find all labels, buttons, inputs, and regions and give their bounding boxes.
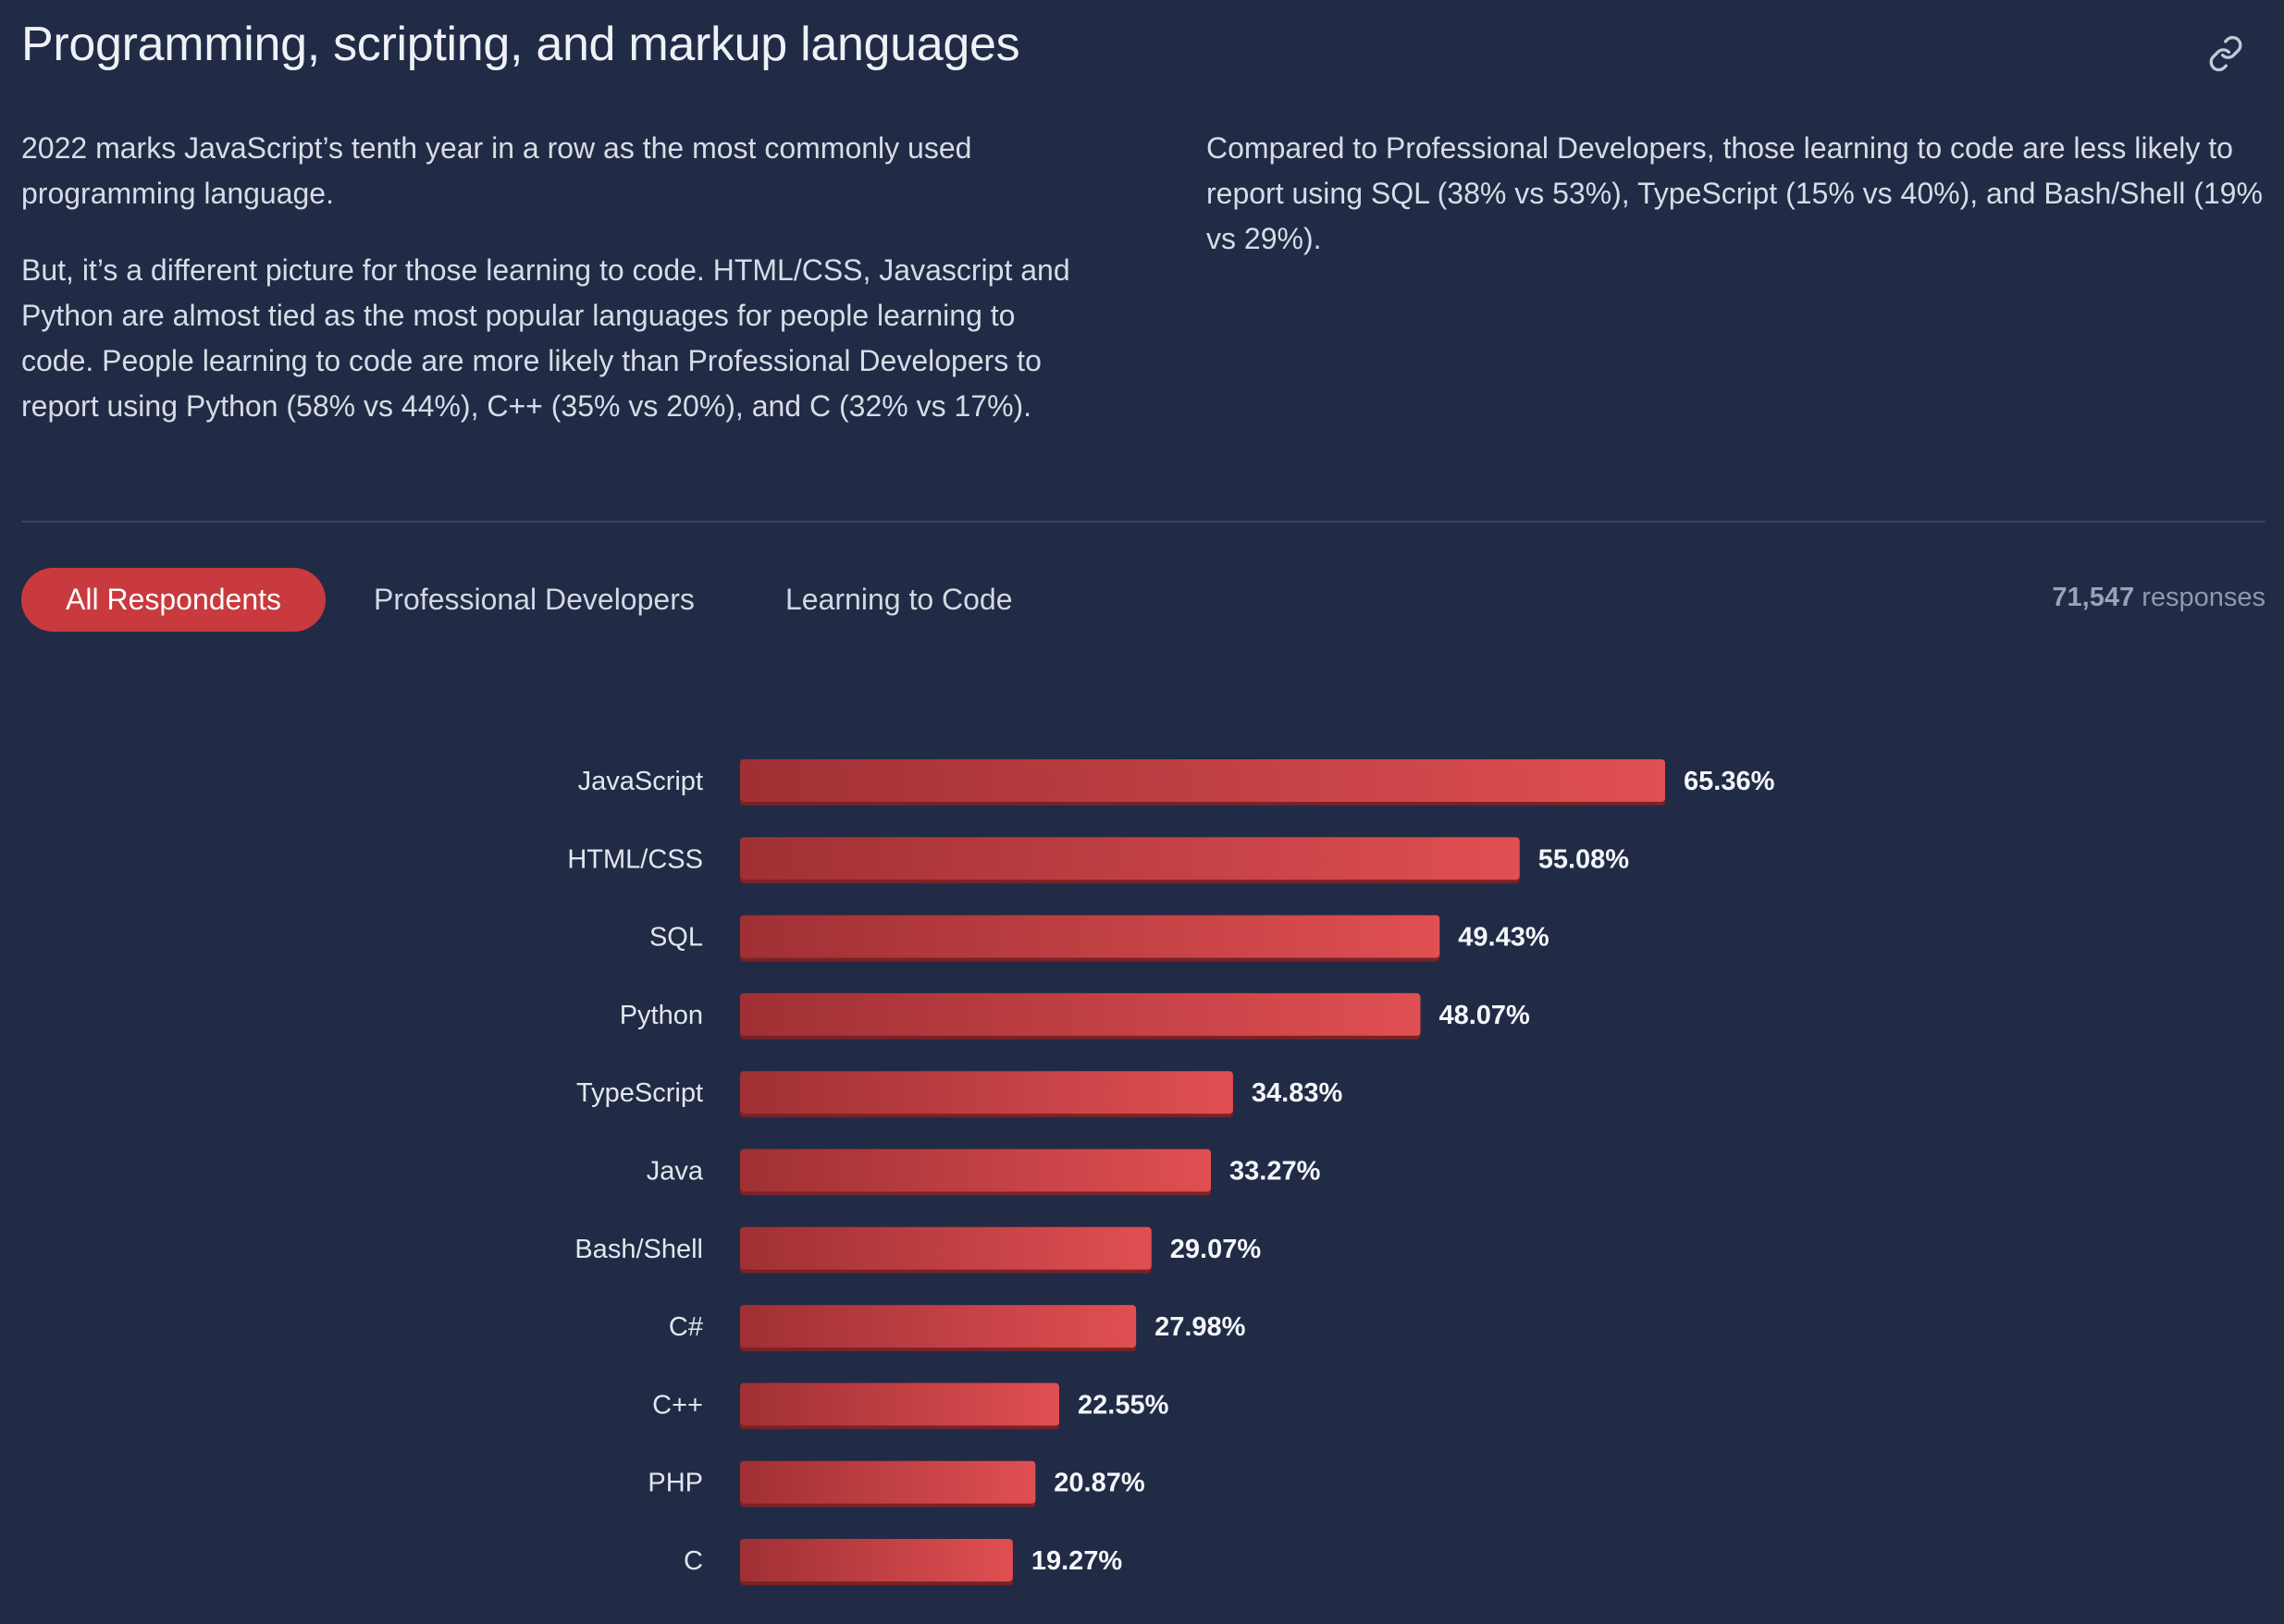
value-label: 33.27% (1229, 1157, 1321, 1187)
bar (740, 1226, 1152, 1270)
tab-learning-to-code[interactable]: Learning to Code (785, 583, 1013, 616)
category-label: JavaScript (578, 767, 703, 796)
value-label: 27.98% (1154, 1312, 1246, 1342)
tab-professional-developers[interactable]: Professional Developers (374, 583, 695, 616)
value-label: 22.55% (1078, 1390, 1169, 1420)
value-label: 29.07% (1170, 1235, 1262, 1264)
value-label: 55.08% (1538, 844, 1630, 874)
bar (740, 1383, 1060, 1426)
intro-right-column: Compared to Professional Developers, tho… (1206, 126, 2270, 293)
intro-paragraph: 2022 marks JavaScript’s tenth year in a … (21, 131, 972, 210)
category-label: Bash/Shell (574, 1235, 703, 1264)
response-count-value: 71,547 (2052, 583, 2135, 612)
page-title: Programming, scripting, and markup langu… (21, 18, 1020, 71)
value-label: 48.07% (1438, 1001, 1530, 1030)
bar (740, 759, 1665, 802)
bar (740, 915, 1440, 958)
bar (740, 1071, 1233, 1114)
link-icon[interactable] (2207, 35, 2244, 72)
bar (740, 1149, 1212, 1192)
intro-paragraph: Compared to Professional Developers, tho… (1206, 131, 2263, 255)
bar (740, 1460, 1036, 1504)
language-bar-chart: JavaScript 65.36% HTML/CSS 55.08% SQL 49.43% P… (567, 759, 1775, 1585)
category-label: TypeScript (576, 1078, 703, 1108)
response-count: 71,547 responses (2052, 583, 2265, 613)
intro-paragraph: But, it’s a different picture for those … (21, 253, 1070, 423)
bar (740, 1539, 1013, 1581)
bar (740, 1305, 1137, 1348)
bar (740, 992, 1421, 1036)
category-label: PHP (648, 1469, 703, 1498)
category-label: C (684, 1546, 703, 1576)
value-label: 34.83% (1252, 1078, 1343, 1108)
category-label: Java (647, 1157, 704, 1187)
value-label: 19.27% (1031, 1546, 1123, 1576)
value-label: 20.87% (1054, 1469, 1145, 1498)
tab-all-respondents[interactable]: All Respondents (21, 568, 327, 632)
bar (740, 837, 1520, 880)
category-label: C# (669, 1312, 703, 1342)
value-label: 49.43% (1458, 923, 1549, 953)
category-label: C++ (652, 1390, 703, 1420)
category-label: HTML/CSS (567, 844, 703, 874)
response-count-suffix: responses (2142, 583, 2265, 612)
section-divider (21, 521, 2265, 523)
intro-left-column: 2022 marks JavaScript’s tenth year in a … (21, 126, 1085, 461)
category-label: SQL (649, 923, 703, 953)
category-label: Python (620, 1001, 703, 1030)
value-label: 65.36% (1684, 767, 1775, 796)
